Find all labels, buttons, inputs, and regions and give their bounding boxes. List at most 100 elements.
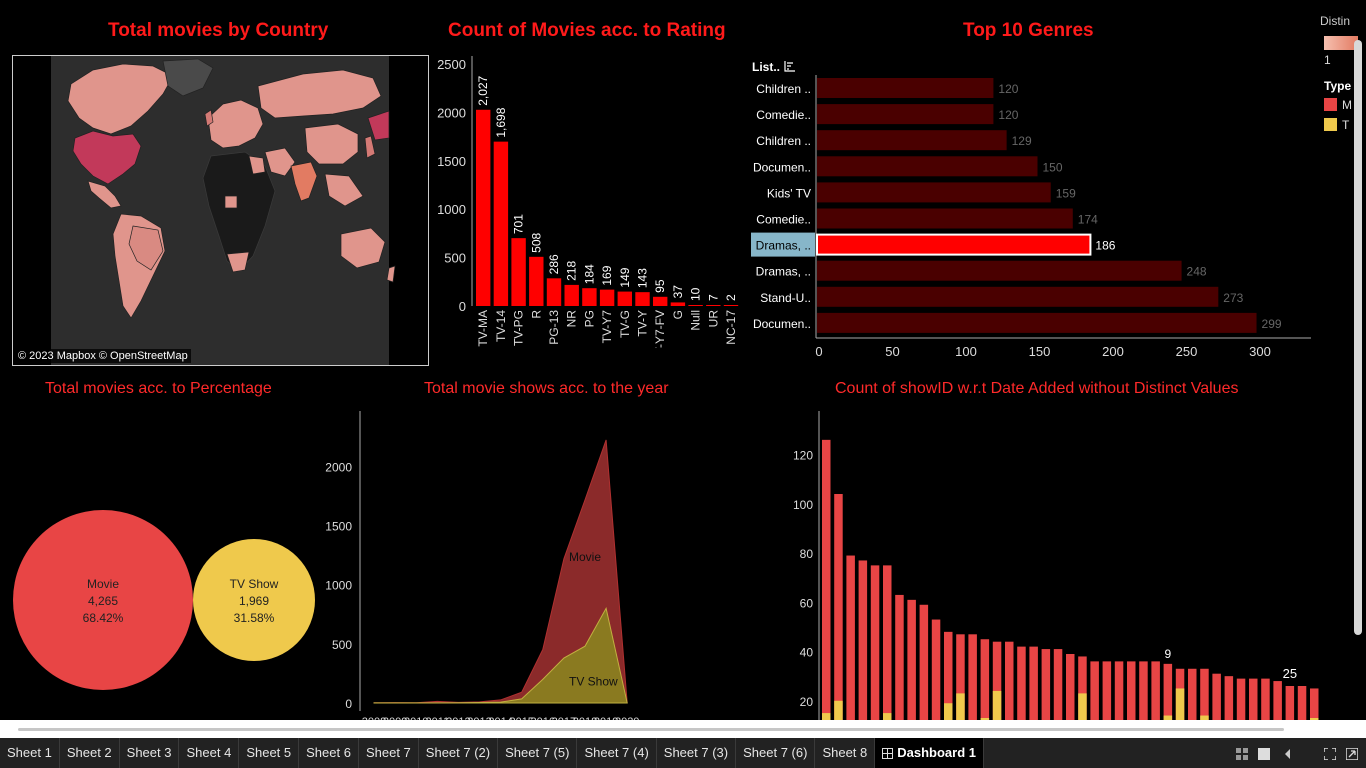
map-region-greenland[interactable] <box>162 58 214 97</box>
sort-icon[interactable] <box>784 61 795 72</box>
sheet-tab[interactable]: Sheet 7 (2) <box>419 738 499 768</box>
date-bar-movie[interactable] <box>858 560 868 720</box>
genres-category-label[interactable]: Children .. <box>756 82 811 96</box>
prev-tab-icon[interactable] <box>1282 748 1294 760</box>
genres-bar[interactable] <box>817 78 994 98</box>
date-bar-movie[interactable] <box>956 634 965 720</box>
genres-category-label[interactable]: Comedie.. <box>756 108 811 122</box>
genres-bar[interactable] <box>817 130 1007 151</box>
date-bar-movie[interactable] <box>980 639 990 720</box>
genres-category-label[interactable]: Dramas, .. <box>756 239 811 253</box>
percentage-bubble[interactable] <box>13 510 193 690</box>
date-bar-tvshow[interactable] <box>1310 718 1319 720</box>
year-area-tvshow[interactable] <box>373 606 628 704</box>
genres-bar[interactable] <box>817 286 1219 307</box>
genres-bar[interactable] <box>817 312 1257 333</box>
date-bar-movie[interactable] <box>919 604 929 720</box>
genres-category-label[interactable]: Documen.. <box>753 160 811 174</box>
date-bar-movie[interactable] <box>1151 661 1160 720</box>
date-bar-movie[interactable] <box>1188 668 1197 720</box>
sheet-tab[interactable]: Sheet 7 (5) <box>498 738 578 768</box>
date-bar-movie[interactable] <box>992 641 1002 720</box>
genres-category-label[interactable]: Kids' TV <box>767 186 811 200</box>
rating-bar[interactable] <box>653 296 668 306</box>
map-region-south-africa[interactable] <box>226 251 250 273</box>
sheet-tab[interactable]: Sheet 6 <box>299 738 359 768</box>
legend-type-tv-swatch[interactable] <box>1324 118 1337 131</box>
rating-bar[interactable] <box>688 305 703 306</box>
date-bar-movie[interactable] <box>895 594 904 720</box>
date-bar-tvshow[interactable] <box>992 690 1002 720</box>
map-region-china[interactable] <box>304 123 359 165</box>
date-bar-movie[interactable] <box>1041 649 1051 720</box>
rating-bar[interactable] <box>599 289 615 306</box>
date-bar-movie[interactable] <box>846 555 855 720</box>
date-bar-movie[interactable] <box>1090 661 1099 720</box>
legend-type-movie-swatch[interactable] <box>1324 98 1337 111</box>
date-bar-movie[interactable] <box>1053 649 1063 720</box>
date-bar-movie[interactable] <box>1017 646 1026 720</box>
map-region-usa[interactable] <box>72 130 142 185</box>
date-bar-movie[interactable] <box>870 565 880 720</box>
sheet-tab[interactable]: Sheet 8 <box>815 738 876 768</box>
rating-bar[interactable] <box>706 305 721 306</box>
genres-category-label[interactable]: Dramas, .. <box>756 265 811 279</box>
genres-bar[interactable] <box>817 182 1051 203</box>
date-bar-movie[interactable] <box>1163 663 1173 720</box>
sheet-tab[interactable]: Sheet 4 <box>179 738 240 768</box>
rating-bar[interactable] <box>529 256 544 306</box>
vertical-scrollbar[interactable] <box>1354 40 1362 635</box>
genres-category-label[interactable]: Documen.. <box>753 317 811 331</box>
rating-bar[interactable] <box>670 302 686 306</box>
map-region-australia[interactable] <box>340 227 386 269</box>
date-bar-movie[interactable] <box>883 565 892 720</box>
sheet-tab[interactable]: Dashboard 1 <box>875 738 985 768</box>
grid-view-icon[interactable] <box>1236 748 1248 760</box>
horizontal-scrollbar[interactable] <box>0 720 1366 738</box>
map-region-canada[interactable] <box>67 63 174 135</box>
date-bar-movie[interactable] <box>1078 656 1087 720</box>
date-bar-tvshow[interactable] <box>1163 715 1173 720</box>
genres-bar[interactable] <box>817 104 994 125</box>
date-bar-tvshow[interactable] <box>944 703 953 720</box>
map-region-india[interactable] <box>290 161 318 202</box>
date-bar-movie[interactable] <box>1236 678 1246 720</box>
map-region-japan[interactable] <box>364 135 376 159</box>
map-region-middle-east[interactable] <box>264 147 296 177</box>
genres-bar[interactable] <box>817 260 1182 281</box>
date-bar-movie[interactable] <box>1029 646 1038 720</box>
date-bar-movie[interactable] <box>968 634 977 720</box>
rating-bar[interactable] <box>564 284 579 306</box>
date-bar-tvshow[interactable] <box>1078 693 1087 720</box>
sheet-tab[interactable]: Sheet 2 <box>60 738 120 768</box>
map-region-brazil[interactable] <box>128 225 164 271</box>
genres-header-label[interactable]: List.. <box>752 60 780 74</box>
genres-bar[interactable] <box>816 233 1092 256</box>
sheet-tab[interactable]: Sheet 7 (6) <box>736 738 816 768</box>
map-region-nigeria[interactable] <box>224 195 238 209</box>
country-map[interactable]: © 2023 Mapbox © OpenStreetMap <box>12 55 429 366</box>
rating-bar[interactable] <box>582 288 597 306</box>
date-bar-movie[interactable] <box>931 619 941 720</box>
rating-bar[interactable] <box>617 291 632 306</box>
rating-bar[interactable] <box>546 278 562 306</box>
date-bar-movie[interactable] <box>1005 641 1014 720</box>
date-bar-tvshow[interactable] <box>883 713 892 720</box>
date-bar-movie[interactable] <box>1066 654 1075 720</box>
percentage-bubble[interactable] <box>193 539 315 661</box>
genres-category-label[interactable]: Children .. <box>756 134 811 148</box>
genres-category-label[interactable]: Stand-U.. <box>760 291 811 305</box>
present-icon[interactable] <box>1346 748 1358 760</box>
horizontal-scroll-thumb[interactable] <box>18 728 1284 731</box>
rating-bar[interactable] <box>635 292 650 306</box>
date-bar-tvshow[interactable] <box>1200 715 1209 720</box>
date-bar-movie[interactable] <box>1102 661 1112 720</box>
genres-bar[interactable] <box>817 208 1073 229</box>
date-bar-movie[interactable] <box>1139 661 1148 720</box>
date-bar-movie[interactable] <box>907 599 916 720</box>
genres-bar[interactable] <box>817 156 1038 177</box>
date-bar-movie[interactable] <box>822 439 831 720</box>
date-bar-tvshow[interactable] <box>956 693 965 720</box>
rating-bar[interactable] <box>476 109 491 306</box>
rating-bar[interactable] <box>723 305 739 306</box>
